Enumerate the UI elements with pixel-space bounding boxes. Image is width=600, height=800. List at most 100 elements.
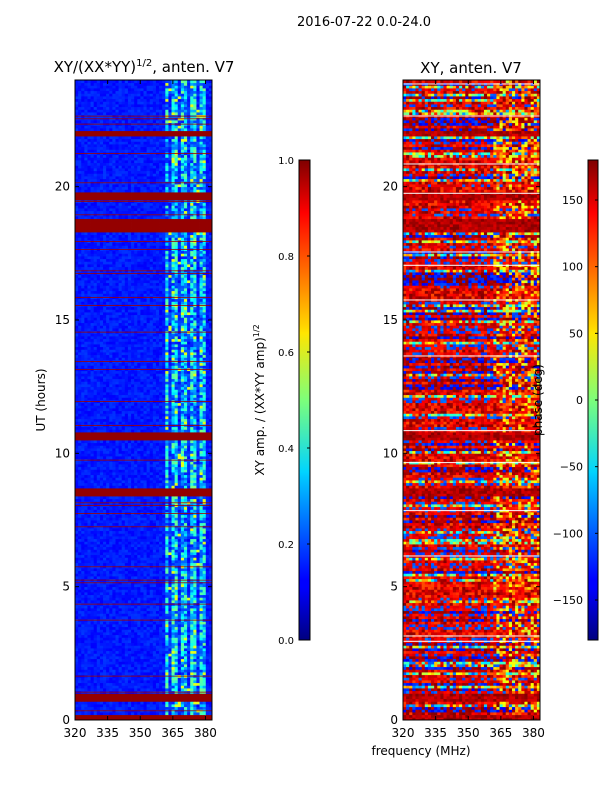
amplitude-cell: [159, 696, 163, 700]
amplitude-cell: [143, 696, 148, 700]
amplitude-cell: [106, 656, 110, 660]
amplitude-cell: [99, 488, 104, 492]
amplitude-cell: [87, 450, 91, 454]
amplitude-cell: [106, 546, 110, 550]
amplitude-cell: [99, 576, 104, 580]
amplitude-cell: [103, 477, 107, 481]
amplitude-cell: [93, 514, 98, 518]
amplitude-cell: [106, 568, 110, 572]
amplitude-cell: [205, 493, 210, 497]
amplitude-cell: [109, 533, 113, 537]
amplitude-cell: [84, 682, 88, 686]
amplitude-cell: [159, 418, 163, 422]
amplitude-cell: [93, 466, 98, 470]
amplitude-cell: [87, 685, 91, 689]
amplitude-cell: [171, 506, 176, 510]
amplitude-cell: [171, 514, 176, 518]
amplitude-cell: [90, 477, 95, 481]
amplitude-cell: [180, 485, 185, 489]
amplitude-cell: [174, 589, 179, 593]
amplitude-cell: [131, 437, 135, 441]
figure-suptitle: 2016-07-22 0.0-24.0: [297, 15, 431, 30]
amplitude-cell: [143, 610, 148, 614]
amplitude-cell: [183, 698, 188, 702]
amplitude-cell: [187, 640, 191, 644]
amplitude-cell: [196, 589, 200, 593]
amplitude-cell: [187, 650, 191, 654]
amplitude-cell: [177, 554, 182, 558]
amplitude-cell: [159, 456, 163, 460]
amplitude-cell: [152, 528, 157, 532]
amplitude-cell: [78, 616, 82, 620]
amplitude-cell: [90, 490, 95, 494]
amplitude-cell: [121, 557, 126, 561]
amplitude-cell: [124, 589, 129, 593]
amplitude-cell: [162, 594, 166, 598]
amplitude-cell: [205, 605, 210, 609]
amplitude-cell: [199, 485, 204, 489]
amplitude-cell: [127, 442, 132, 446]
amplitude-cell: [199, 642, 204, 646]
amplitude-cell: [146, 520, 151, 524]
amplitude-cell: [127, 634, 132, 638]
amplitude-cell: [78, 613, 82, 617]
amplitude-cell: [131, 472, 135, 476]
amplitude-cell: [208, 704, 212, 708]
amplitude-cell: [168, 616, 172, 620]
amplitude-cell: [93, 554, 98, 558]
amplitude-cell: [96, 498, 101, 502]
amplitude-cell: [180, 570, 185, 574]
amplitude-cell: [205, 573, 210, 577]
amplitude-cell: [208, 685, 212, 689]
amplitude-cell: [208, 621, 212, 625]
amplitude-cell: [193, 538, 197, 542]
amplitude-cell: [180, 480, 185, 484]
amplitude-cell: [131, 474, 135, 478]
amplitude-cell: [202, 586, 207, 590]
amplitude-cell: [180, 653, 185, 657]
amplitude-cell: [106, 496, 110, 500]
amplitude-cell: [177, 461, 182, 465]
amplitude-cell: [199, 693, 204, 697]
amplitude-cell: [146, 432, 151, 436]
amplitude-cell: [75, 664, 79, 668]
amplitude-cell: [90, 472, 95, 476]
amplitude-cell: [78, 701, 82, 705]
amplitude-cell: [109, 570, 113, 574]
amplitude-cell: [99, 538, 104, 542]
amplitude-cell: [180, 717, 185, 720]
amplitude-cell: [152, 624, 157, 628]
amplitude-cell: [84, 714, 88, 718]
amplitude-cell: [127, 714, 132, 718]
amplitude-cell: [152, 610, 157, 614]
amplitude-cell: [109, 610, 113, 614]
amplitude-cell: [118, 469, 123, 473]
amplitude-cell: [115, 658, 119, 662]
amplitude-cell: [78, 608, 82, 612]
amplitude-cell: [121, 448, 126, 452]
amplitude-cell: [75, 530, 79, 534]
amplitude-cell: [137, 480, 141, 484]
amplitude-cell: [205, 597, 210, 601]
amplitude-cell: [168, 464, 172, 468]
amplitude-cell: [121, 493, 126, 497]
amplitude-cell: [78, 480, 82, 484]
amplitude-cell: [96, 648, 101, 652]
amplitude-cell: [208, 538, 212, 542]
amplitude-cell: [121, 429, 126, 433]
amplitude-cell: [93, 589, 98, 593]
amplitude-cell: [137, 536, 141, 540]
amplitude-cell: [87, 584, 91, 588]
amplitude-cell: [115, 442, 119, 446]
amplitude-cell: [171, 592, 176, 596]
amplitude-cell: [127, 640, 132, 644]
amplitude-cell: [171, 600, 176, 604]
amplitude-cell: [124, 592, 129, 596]
amplitude-cell: [193, 477, 197, 481]
amplitude-cell: [75, 712, 79, 716]
amplitude-cell: [87, 688, 91, 692]
amplitude-cell: [93, 626, 98, 630]
amplitude-cell: [180, 546, 185, 550]
amplitude-cell: [124, 541, 129, 545]
amplitude-cell: [140, 482, 144, 486]
